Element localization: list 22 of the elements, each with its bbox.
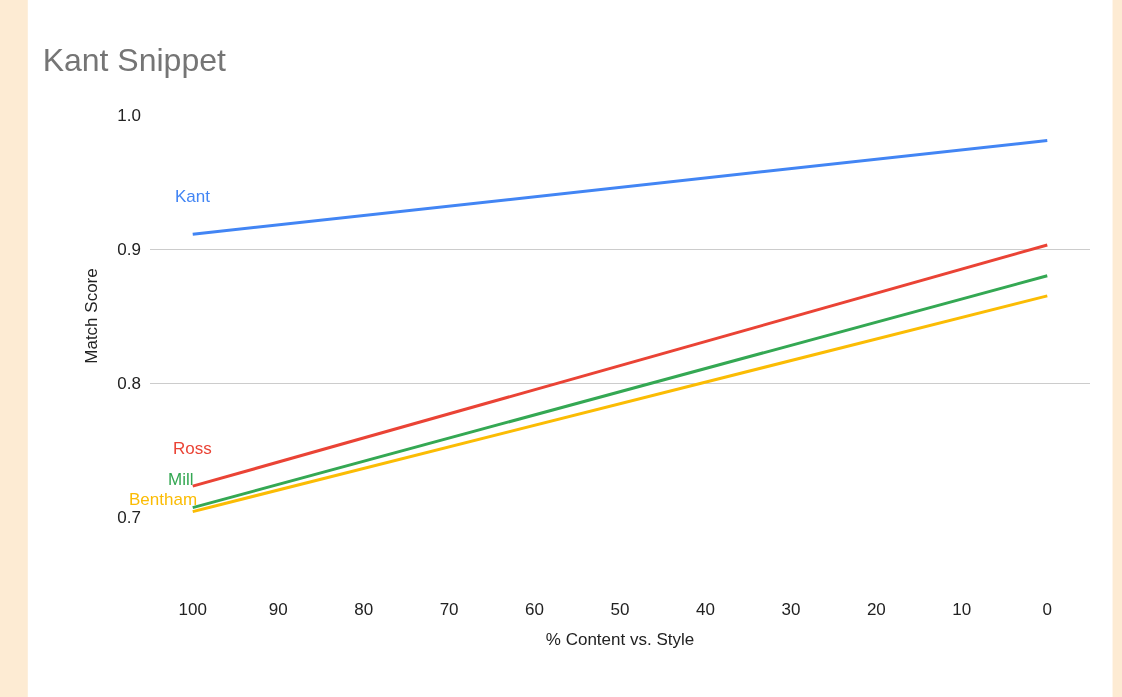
y-tick-label: 0.7 (117, 507, 141, 527)
y-tick-label: 0.9 (117, 239, 141, 259)
y-tick-label: 1.0 (117, 105, 141, 125)
x-tick-label: 20 (866, 600, 886, 619)
x-tick-label: 30 (781, 600, 801, 619)
x-axis-title: % Content vs. Style (545, 630, 695, 650)
series-label: Mill (168, 470, 194, 489)
x-tick-label: 60 (525, 600, 545, 619)
series-label: Kant (175, 187, 211, 206)
series-label: Bentham (129, 490, 198, 509)
x-tick-label: 50 (610, 600, 630, 619)
y-axis-title: Match Score (81, 268, 101, 364)
x-tick-label: 70 (439, 600, 459, 619)
x-tick-label: 0 (1042, 600, 1052, 619)
x-tick-label: 40 (695, 600, 715, 619)
x-tick-label: 10 (952, 600, 972, 619)
chart-title: Kant Snippet (42, 42, 226, 79)
x-tick-label: 90 (268, 600, 288, 619)
series-label: Ross (173, 439, 212, 458)
y-tick-label: 0.8 (117, 373, 141, 393)
x-tick-label: 80 (354, 600, 374, 619)
x-tick-label: 100 (178, 600, 207, 619)
